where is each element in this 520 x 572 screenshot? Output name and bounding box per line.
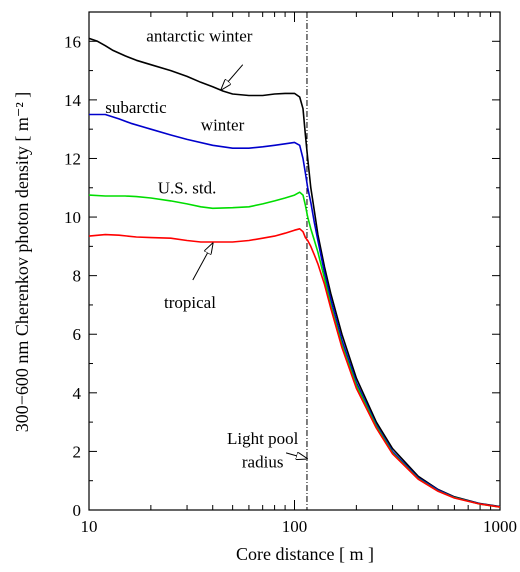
- annotation-arrow: [193, 243, 213, 280]
- y-tick-label: 10: [64, 208, 81, 227]
- x-axis-title: Core distance [ m ]: [236, 544, 374, 564]
- annotation-arrow: [286, 453, 307, 459]
- y-tick-label: 12: [64, 149, 81, 168]
- annotation-label: winter: [201, 116, 245, 135]
- x-tick-label: 10: [81, 517, 98, 536]
- annotation-label: tropical: [164, 293, 216, 312]
- annotation-label: Light pool: [227, 429, 299, 448]
- x-tick-label: 100: [282, 517, 308, 536]
- y-tick-label: 16: [64, 32, 81, 51]
- y-tick-label: 8: [73, 267, 82, 286]
- annotation-arrow: [221, 65, 243, 90]
- annotation-label: radius: [242, 453, 284, 472]
- series-line-u-s-std: [89, 192, 500, 507]
- y-axis-title: 300−600 nm Cherenkov photon density [ m⁻…: [12, 92, 32, 433]
- y-tick-label: 4: [73, 384, 82, 403]
- series-line-tropical: [89, 229, 500, 507]
- annotation-label: antarctic winter: [146, 26, 253, 45]
- y-tick-label: 2: [73, 442, 82, 461]
- x-tick-label: 1000: [483, 517, 517, 536]
- annotation-label: U.S. std.: [158, 179, 217, 198]
- y-tick-label: 14: [64, 91, 82, 110]
- y-tick-label: 6: [73, 325, 82, 344]
- annotation-label: subarctic: [105, 98, 167, 117]
